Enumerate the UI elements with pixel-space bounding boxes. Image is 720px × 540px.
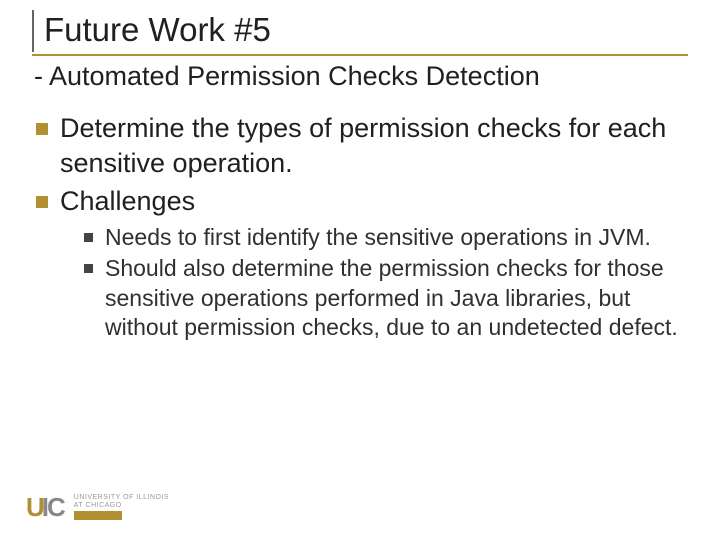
logo-letters-ic: IC <box>42 494 64 520</box>
bullet-text: Determine the types of permission checks… <box>60 111 688 181</box>
uic-logo: U IC UNIVERSITY OF ILLINOIS AT CHICAGO <box>26 494 169 520</box>
title-underline <box>32 54 688 56</box>
slide-title: Future Work #5 <box>44 10 688 50</box>
sub-bullet-text: Should also determine the permission che… <box>105 254 688 342</box>
bullet-item: Determine the types of permission checks… <box>36 111 688 181</box>
bullet-text: Challenges <box>60 184 195 219</box>
title-border: Future Work #5 <box>32 10 688 52</box>
sub-bullet-item: Should also determine the permission che… <box>84 254 688 342</box>
logo-letter-u: U <box>26 494 43 520</box>
bullet-item: Challenges <box>36 184 688 219</box>
content-area: Determine the types of permission checks… <box>32 111 688 342</box>
logo-mark: U IC <box>26 494 64 520</box>
square-bullet-icon <box>84 264 93 273</box>
logo-university-line: UNIVERSITY OF ILLINOIS <box>74 494 169 502</box>
sub-bullet-item: Needs to first identify the sensitive op… <box>84 223 688 252</box>
sub-bullet-list: Needs to first identify the sensitive op… <box>36 223 688 343</box>
logo-bar-icon <box>74 511 122 520</box>
slide: Future Work #5 - Automated Permission Ch… <box>0 0 720 540</box>
square-bullet-icon <box>36 123 48 135</box>
slide-subtitle: - Automated Permission Checks Detection <box>34 60 688 94</box>
sub-bullet-text: Needs to first identify the sensitive op… <box>105 223 651 252</box>
logo-chicago-line: AT CHICAGO <box>74 502 169 510</box>
square-bullet-icon <box>36 196 48 208</box>
square-bullet-icon <box>84 233 93 242</box>
logo-text-stack: UNIVERSITY OF ILLINOIS AT CHICAGO <box>74 494 169 519</box>
